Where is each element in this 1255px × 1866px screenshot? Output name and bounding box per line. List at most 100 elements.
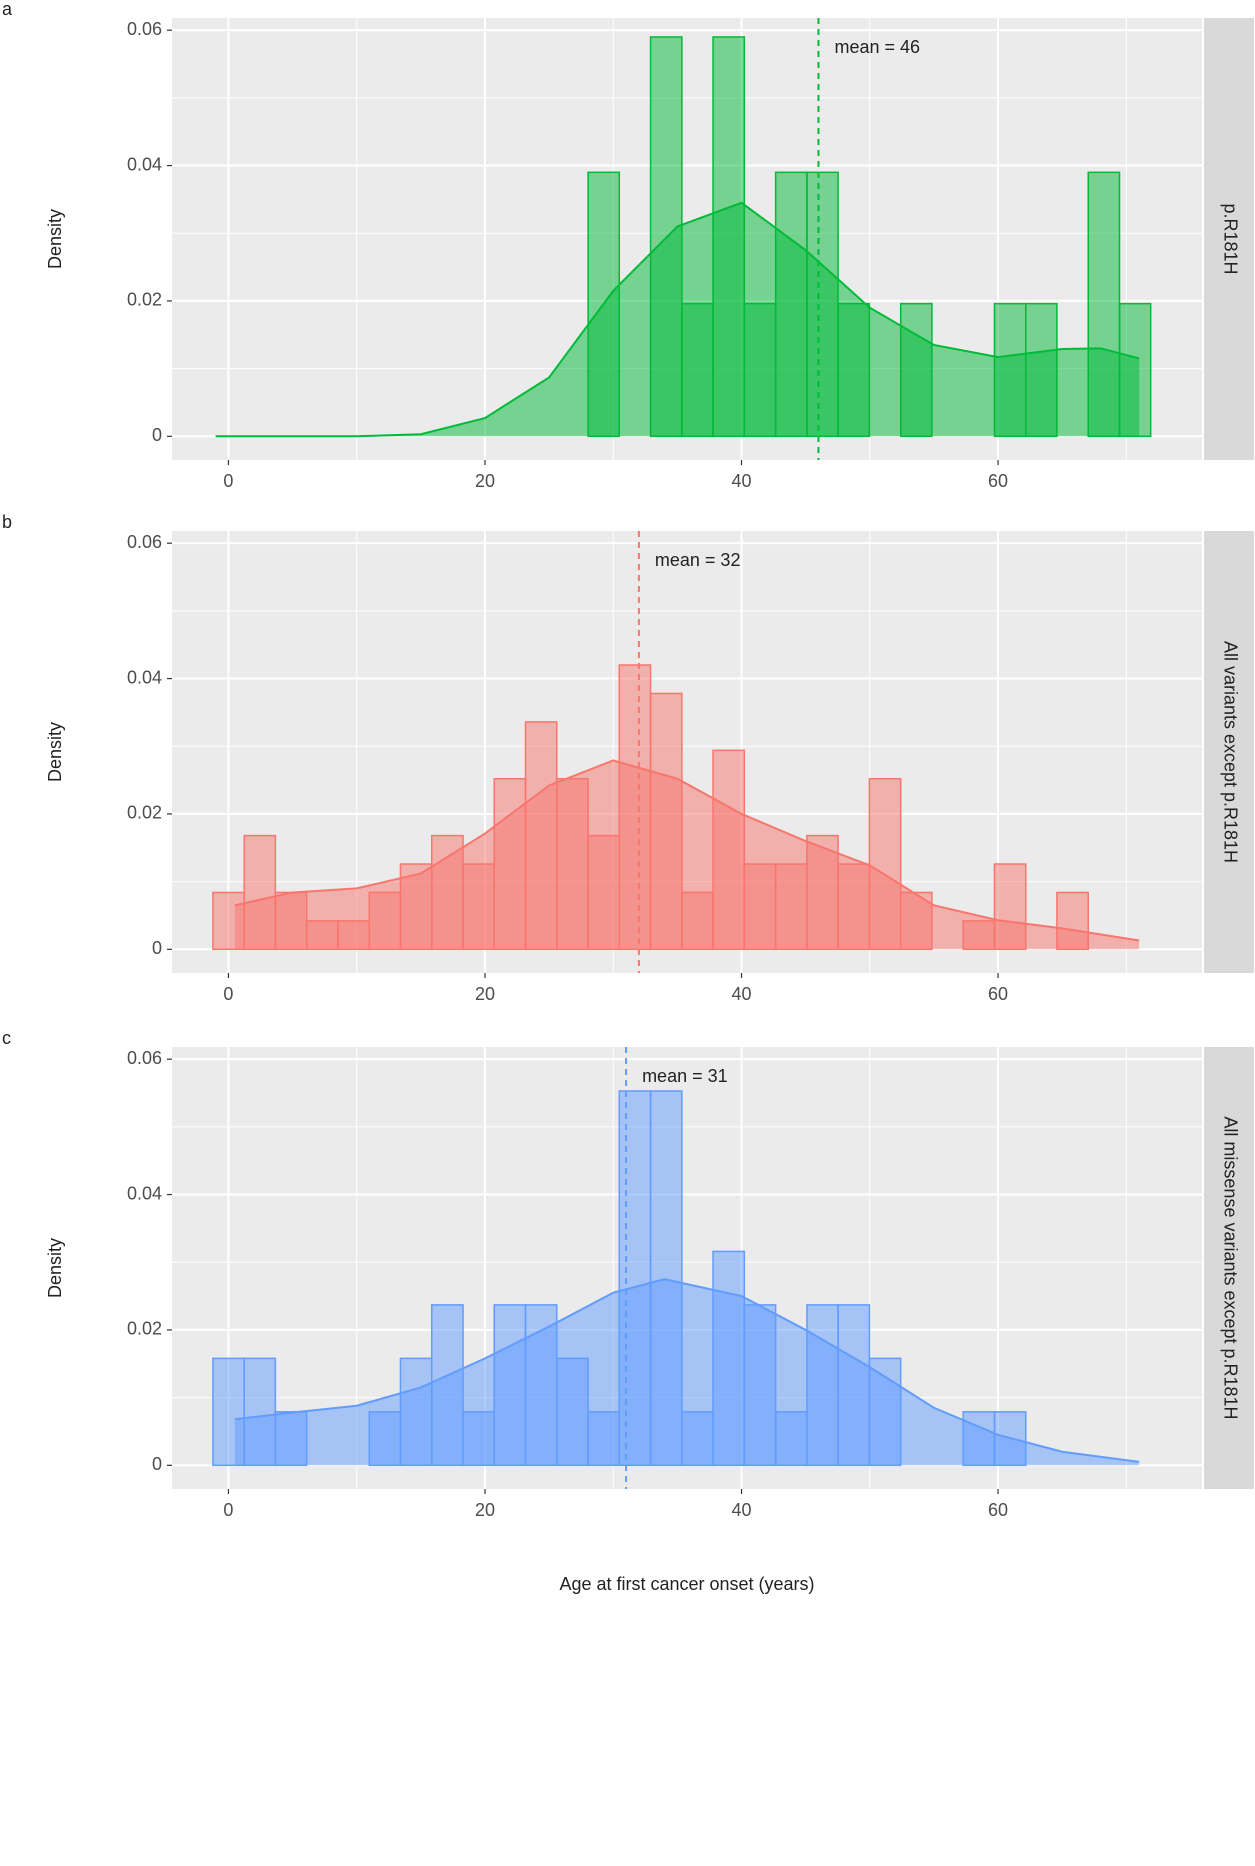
mean-label: mean = 31 — [642, 1066, 728, 1086]
histogram-bar — [212, 891, 245, 951]
y-tick-label: 0.06 — [127, 1048, 162, 1068]
histogram-bar — [1118, 302, 1152, 438]
facet-label: p.R181H — [1220, 203, 1240, 274]
histogram-bar — [681, 302, 714, 438]
x-axis-label: Age at first cancer onset (years) — [559, 1574, 814, 1594]
facet-label: All missense variants except p.R181H — [1220, 1116, 1240, 1419]
histogram-bar — [712, 1250, 746, 1467]
histogram-bar — [681, 1411, 714, 1467]
histogram-bar — [806, 1304, 839, 1467]
histogram-bar — [806, 171, 839, 438]
x-tick-label: 60 — [988, 471, 1008, 491]
y-tick-label: 0 — [152, 425, 162, 445]
histogram-bar — [212, 1357, 245, 1467]
y-axis-label: Density — [45, 209, 65, 269]
histogram-bar — [430, 834, 464, 951]
histogram-bar — [243, 1357, 277, 1467]
histogram-bar — [618, 1090, 652, 1467]
histogram-bar — [274, 891, 308, 951]
histogram-bar — [368, 891, 402, 951]
histogram-bar — [712, 749, 746, 951]
x-tick-label: 0 — [223, 1500, 233, 1520]
histogram-bar — [305, 920, 339, 951]
histogram-bar — [774, 171, 808, 438]
x-tick-label: 40 — [731, 471, 751, 491]
y-tick-label: 0.04 — [127, 154, 162, 174]
histogram-bar — [587, 834, 621, 951]
histogram-bar — [962, 920, 996, 951]
y-tick-label: 0.02 — [127, 290, 162, 310]
histogram-bar — [649, 1090, 683, 1467]
y-tick-label: 0.04 — [127, 1183, 162, 1203]
histogram-bar — [368, 1411, 402, 1467]
panel-label: b — [2, 512, 12, 532]
x-tick-label: 60 — [988, 984, 1008, 1004]
density-line — [234, 1278, 1140, 1463]
histogram-bar — [774, 863, 808, 951]
histogram-bar — [743, 863, 777, 951]
facet-label: All variants except p.R181H — [1220, 641, 1240, 863]
facet-strip — [1204, 1047, 1254, 1489]
x-tick-label: 20 — [475, 471, 495, 491]
x-tick-label: 0 — [223, 984, 233, 1004]
histogram-bar — [868, 1357, 902, 1467]
histogram-bar — [712, 36, 746, 438]
panel-label: c — [2, 1028, 11, 1048]
histogram-bar — [743, 1304, 777, 1467]
histogram-bar — [868, 777, 902, 951]
histogram-bar — [1056, 891, 1089, 951]
y-tick-label: 0.06 — [127, 532, 162, 552]
histogram-bar — [587, 1411, 621, 1467]
histogram-bar — [899, 302, 933, 438]
y-tick-label: 0.02 — [127, 1319, 162, 1339]
histogram-bar — [962, 1411, 996, 1467]
histogram-bar — [274, 1411, 308, 1467]
histogram-bar — [837, 1304, 871, 1467]
histogram-bar — [993, 863, 1027, 951]
histogram-bar — [462, 863, 495, 951]
histogram-bar — [556, 1357, 589, 1467]
y-tick-label: 0 — [152, 938, 162, 958]
histogram-bar — [806, 834, 839, 951]
x-tick-label: 20 — [475, 984, 495, 1004]
histogram-bar — [556, 777, 589, 951]
density-line — [234, 759, 1140, 942]
histogram-bar — [399, 1357, 433, 1467]
histogram-bar — [493, 1304, 527, 1467]
histogram-bar — [399, 863, 433, 951]
histogram-bar — [493, 777, 527, 951]
histogram-bar — [993, 302, 1027, 438]
x-tick-label: 40 — [731, 984, 751, 1004]
histogram-bar — [618, 664, 652, 951]
x-tick-label: 40 — [731, 1500, 751, 1520]
histogram-bar — [681, 891, 714, 951]
histogram-bar — [1025, 302, 1058, 438]
histogram-bar — [837, 302, 871, 438]
y-tick-label: 0.06 — [127, 19, 162, 39]
histogram-bar — [243, 834, 277, 951]
facet-strip — [1204, 18, 1254, 460]
histogram-bar — [430, 1304, 464, 1467]
histogram-bar — [649, 692, 683, 951]
histogram-bar — [1087, 171, 1121, 438]
histogram-bar — [462, 1411, 495, 1467]
histogram-bar — [837, 863, 871, 951]
histogram-bar — [337, 920, 371, 951]
y-tick-label: 0.04 — [127, 667, 162, 687]
histogram-bar — [524, 1304, 558, 1467]
y-tick-label: 0.02 — [127, 803, 162, 823]
histogram-bar — [774, 1411, 808, 1467]
x-tick-label: 20 — [475, 1500, 495, 1520]
histogram-bar — [524, 721, 558, 951]
x-tick-label: 0 — [223, 471, 233, 491]
y-axis-label: Density — [45, 1238, 65, 1298]
facet-strip — [1204, 531, 1254, 973]
histogram-bar — [743, 302, 777, 438]
x-tick-label: 60 — [988, 1500, 1008, 1520]
mean-label: mean = 32 — [655, 550, 741, 570]
y-tick-label: 0 — [152, 1454, 162, 1474]
mean-label: mean = 46 — [834, 37, 920, 57]
panel-label: a — [2, 0, 13, 19]
y-axis-label: Density — [45, 722, 65, 782]
